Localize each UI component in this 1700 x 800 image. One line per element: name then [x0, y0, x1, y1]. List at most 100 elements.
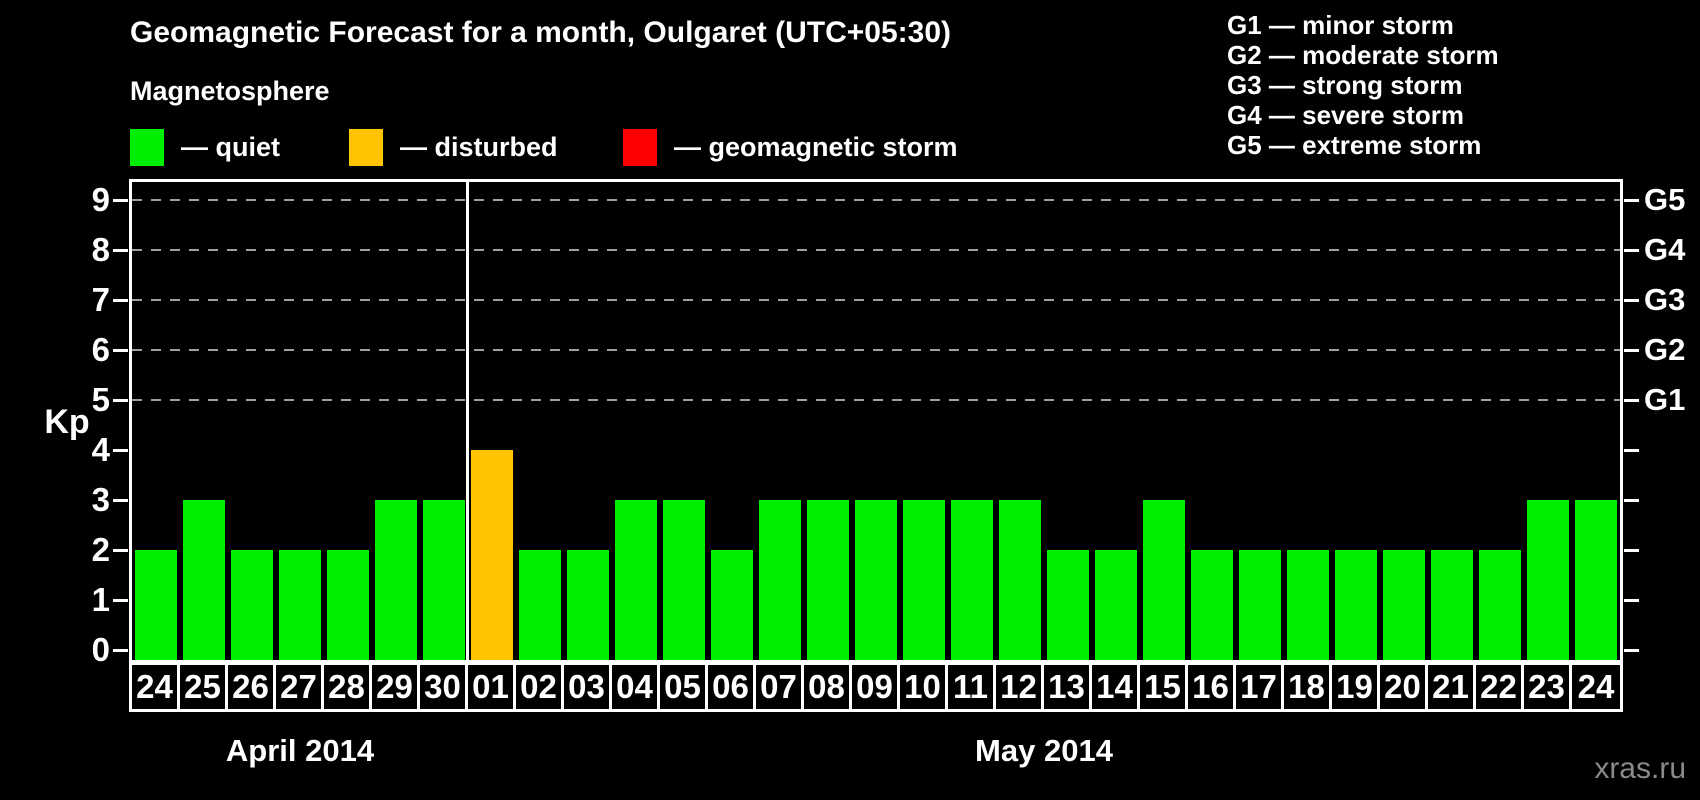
kp-bar-day-09: [855, 500, 897, 660]
y-axis-tick-left-7: [113, 299, 128, 302]
y-axis-tick-right-0: [1624, 649, 1639, 652]
kp-bar-day-04: [615, 500, 657, 660]
day-label-21: 21: [1428, 665, 1476, 709]
kp-bar-day-05: [663, 500, 705, 660]
gridline-kp-8: [132, 249, 1620, 251]
y-axis-tick-label-0: 0: [91, 631, 110, 668]
month-separator-line: [466, 182, 469, 660]
gridline-kp-6: [132, 349, 1620, 351]
legend-label: — disturbed: [400, 131, 558, 162]
kp-bar-day-27: [279, 550, 321, 660]
kp-bar-day-06: [711, 550, 753, 660]
x-axis-day-labels: 24 25 26 27 28 29 30 01 02 03 04 05 06 07 08 09 10 11 12 13…: [129, 662, 1623, 712]
day-label-28: 28: [324, 665, 372, 709]
kp-bar-day-12: [999, 500, 1041, 660]
kp-bar-day-20: [1383, 550, 1425, 660]
y-axis-tick-label-2: 2: [91, 531, 110, 568]
day-label-10: 10: [900, 665, 948, 709]
kp-bar-day-10: [903, 500, 945, 660]
day-label-11: 11: [948, 665, 996, 709]
day-label-26: 26: [228, 665, 276, 709]
kp-bar-day-18: [1287, 550, 1329, 660]
day-label-03: 03: [564, 665, 612, 709]
day-label-24: 24: [132, 665, 180, 709]
gridline-kp-7: [132, 299, 1620, 301]
y-axis-label: Kp: [44, 403, 90, 441]
y-axis-tick-right-8: [1624, 249, 1639, 252]
day-label-19: 19: [1332, 665, 1380, 709]
day-label-20: 20: [1380, 665, 1428, 709]
kp-bar-day-29: [375, 500, 417, 660]
y-axis-tick-label-8: 8: [91, 231, 110, 268]
gridline-kp-5: [132, 399, 1620, 401]
kp-bar-day-28: [327, 550, 369, 660]
storm-scale-g3: G3 — strong storm: [1227, 70, 1463, 100]
day-label-27: 27: [276, 665, 324, 709]
y-axis-tick-label-4: 4: [91, 431, 110, 468]
storm-scale-g5: G5 — extreme storm: [1227, 130, 1482, 160]
y-axis-tick-right-3: [1624, 499, 1639, 502]
y-axis-tick-label-9: 9: [91, 181, 110, 218]
day-label-09: 09: [852, 665, 900, 709]
right-axis-label-g2: G2: [1644, 332, 1686, 367]
kp-bar-day-16: [1191, 550, 1233, 660]
day-label-23: 23: [1524, 665, 1572, 709]
storm-scale-g4: G4 — severe storm: [1227, 100, 1465, 130]
kp-bar-day-01: [471, 450, 513, 660]
y-axis-tick-label-5: 5: [91, 381, 110, 418]
legend-item-storm: — geomagnetic storm: [623, 127, 958, 167]
y-axis-tick-left-8: [113, 249, 128, 252]
kp-bar-day-21: [1431, 550, 1473, 660]
kp-bar-day-30: [423, 500, 465, 660]
y-axis-tick-right-5: [1624, 399, 1639, 402]
y-axis-tick-left-4: [113, 449, 128, 452]
day-label-02: 02: [516, 665, 564, 709]
kp-bar-day-02: [519, 550, 561, 660]
day-label-22: 22: [1476, 665, 1524, 709]
day-label-18: 18: [1284, 665, 1332, 709]
storm-color-swatch: [623, 128, 657, 166]
disturbed-color-swatch: [349, 128, 383, 166]
y-axis-tick-left-6: [113, 349, 128, 352]
kp-bar-day-23: [1527, 500, 1569, 660]
day-label-05: 05: [660, 665, 708, 709]
month-label-may: May 2014: [975, 733, 1113, 768]
y-axis-tick-right-2: [1624, 549, 1639, 552]
y-axis-tick-right-4: [1624, 449, 1639, 452]
storm-scale-g2: G2 — moderate storm: [1227, 40, 1499, 70]
day-label-13: 13: [1044, 665, 1092, 709]
y-axis-tick-label-7: 7: [91, 281, 110, 318]
chart-title: Geomagnetic Forecast for a month, Oulgar…: [130, 16, 952, 49]
watermark: xras.ru: [1594, 752, 1686, 785]
y-axis-tick-right-1: [1624, 599, 1639, 602]
kp-bar-day-14: [1095, 550, 1137, 660]
storm-scale-legend: G1 — minor storm G2 — moderate storm G3 …: [1227, 10, 1499, 160]
right-axis-label-g5: G5: [1644, 182, 1686, 217]
kp-bar-day-19: [1335, 550, 1377, 660]
day-label-14: 14: [1092, 665, 1140, 709]
quiet-color-swatch: [130, 128, 164, 166]
day-label-04: 04: [612, 665, 660, 709]
y-axis-tick-left-2: [113, 549, 128, 552]
y-axis-tick-left-0: [113, 649, 128, 652]
y-axis-tick-left-9: [113, 199, 128, 202]
day-label-30: 30: [420, 665, 468, 709]
day-label-07: 07: [756, 665, 804, 709]
kp-bar-day-26: [231, 550, 273, 660]
magnetosphere-label: Magnetosphere: [130, 76, 330, 106]
day-label-24: 24: [1577, 668, 1615, 705]
kp-bar-day-08: [807, 500, 849, 660]
kp-bar-day-07: [759, 500, 801, 660]
legend-item-quiet: — quiet: [130, 127, 280, 167]
y-axis-tick-left-5: [113, 399, 128, 402]
kp-bar-day-03: [567, 550, 609, 660]
legend-label: — geomagnetic storm: [674, 131, 958, 162]
legend-item-disturbed: — disturbed: [349, 127, 558, 167]
day-label-01: 01: [468, 665, 516, 709]
right-axis-label-g1: G1: [1644, 382, 1686, 417]
day-label-15: 15: [1140, 665, 1188, 709]
kp-bar-day-11: [951, 500, 993, 660]
kp-bar-day-17: [1239, 550, 1281, 660]
right-axis-label-g3: G3: [1644, 282, 1686, 317]
